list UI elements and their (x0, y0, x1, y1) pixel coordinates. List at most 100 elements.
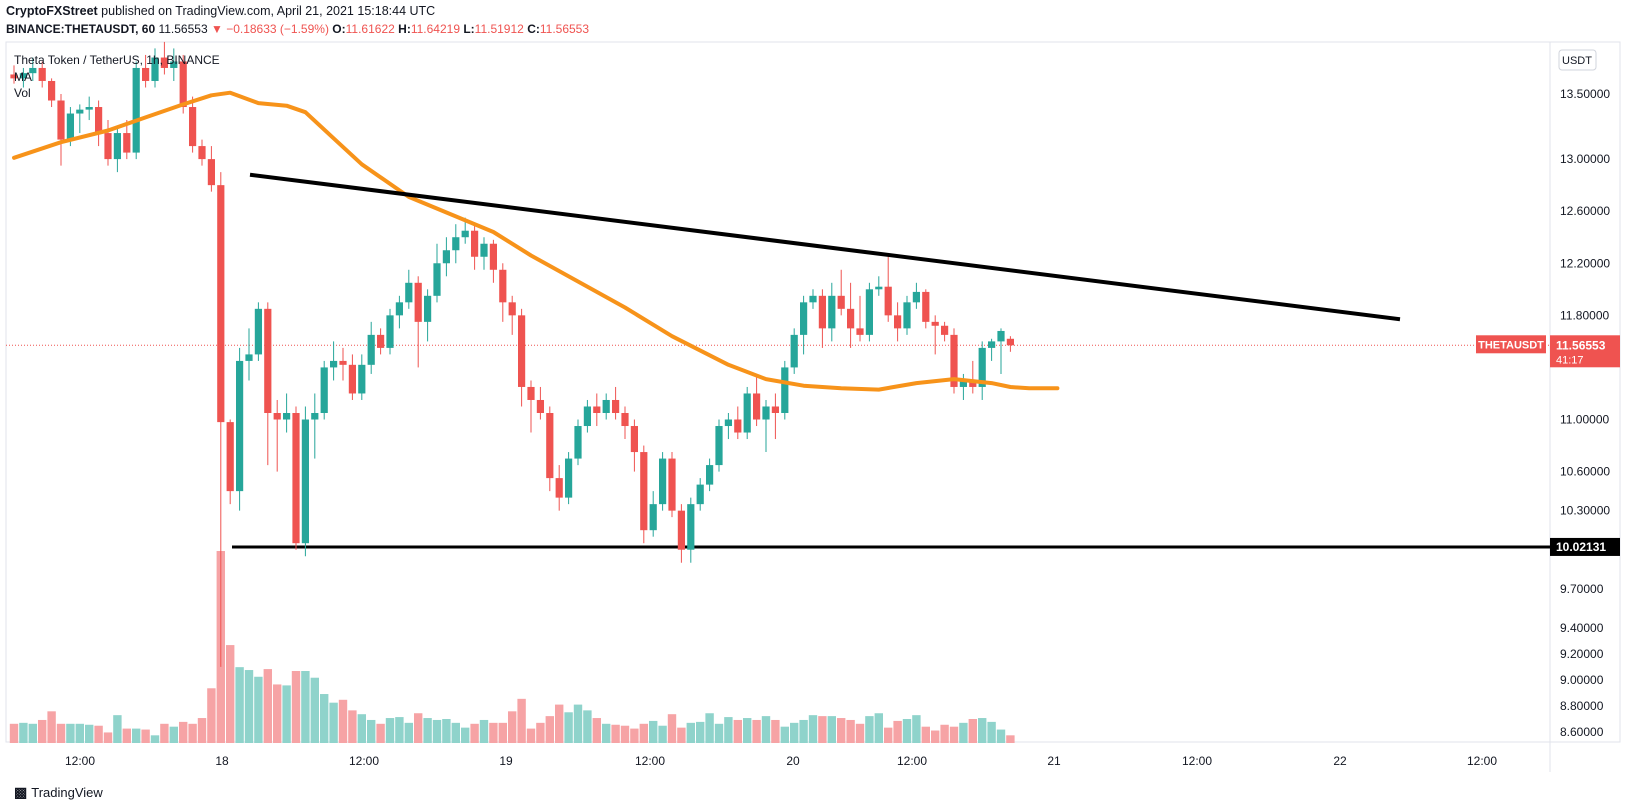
volume-bar (714, 723, 724, 743)
candle-body (612, 399, 620, 413)
candle-body (640, 452, 648, 531)
candle-body (198, 146, 206, 160)
volume-bar (169, 726, 178, 743)
volume-bar (686, 722, 695, 743)
volume-bar (141, 729, 150, 743)
candle-body (95, 107, 103, 134)
candle-body (189, 107, 197, 147)
candle-body (668, 458, 676, 511)
candle-body (217, 185, 225, 423)
candle-body (207, 159, 215, 186)
candle-body (837, 295, 845, 309)
candle-body (442, 250, 450, 264)
candle-body (461, 230, 469, 238)
candle-body (499, 269, 507, 303)
volume-bar (376, 723, 385, 743)
candle-body (1006, 338, 1014, 346)
volume-bar (75, 723, 84, 743)
time-tick-label: 22 (1333, 754, 1347, 768)
candle-body (48, 80, 56, 101)
candle-body (489, 243, 497, 270)
moving-average-line (12, 90, 1060, 392)
legend-vol[interactable]: Vol (14, 86, 31, 100)
ohlc-line: BINANCE:THETAUSDT, 60 11.56553 ▼ −0.1863… (6, 22, 589, 36)
volume-bar (160, 723, 169, 743)
legend-title[interactable]: Theta Token / TetherUS, 1h, BINANCE (14, 53, 220, 67)
volume-bar (602, 723, 611, 743)
volume-bar (395, 717, 404, 743)
volume-bar (902, 719, 912, 743)
volume-bar (874, 713, 883, 743)
volume-bar (188, 723, 197, 743)
time-tick-label: 12:00 (897, 754, 927, 768)
volume-bar (103, 732, 113, 743)
volume-bar (808, 715, 818, 743)
footer-brand[interactable]: ▩ TradingView (14, 784, 103, 801)
volume-bar (818, 716, 827, 743)
volume-bar (432, 719, 442, 743)
volume-bar (837, 718, 846, 743)
candle-body (414, 282, 422, 322)
volume-bar (827, 716, 836, 743)
time-tick-label: 21 (1047, 754, 1061, 768)
candle-body (424, 295, 432, 322)
candle-body (941, 325, 949, 335)
plot-frame (5, 41, 1621, 743)
volume-bar (414, 713, 423, 743)
price-tick-label: 12.20000 (1560, 256, 1610, 270)
candle-body (38, 67, 46, 81)
publisher-name[interactable]: CryptoFXStreet (6, 4, 98, 18)
candle-body (348, 364, 356, 394)
volume-bar (301, 671, 310, 743)
volume-bar (291, 671, 301, 743)
publisher-line: CryptoFXStreet published on TradingView.… (6, 4, 435, 18)
volume-bar (630, 728, 639, 743)
candle-body (452, 237, 460, 251)
candle-body (142, 67, 150, 81)
symbol-line: BINANCE:THETAUSDT, 60 (6, 22, 156, 36)
candle-body (800, 302, 808, 335)
volume-bar (949, 726, 959, 743)
volume-bar (865, 716, 874, 743)
volume-bar (461, 727, 470, 743)
candle-body (649, 504, 657, 531)
volume-bar (498, 722, 507, 743)
candle-body (330, 360, 338, 368)
volume-bar (85, 724, 94, 743)
volume-bar (968, 719, 977, 743)
volume-bar (517, 698, 526, 743)
candle-body (894, 315, 902, 329)
candle-body (931, 321, 939, 326)
candle-body (226, 422, 234, 492)
volume-bar (564, 712, 573, 743)
volume-bar (780, 726, 789, 743)
volume-bar (931, 730, 940, 743)
price-tick-label: 10.60000 (1560, 465, 1610, 479)
candle-body (978, 347, 986, 387)
low-label: L: (463, 22, 475, 36)
last-value: 11.56553 (158, 22, 208, 36)
candle-body (997, 330, 1005, 342)
volume-bar (263, 669, 272, 743)
legend-ma[interactable]: MA (14, 69, 32, 84)
candle-body (903, 302, 911, 329)
candle-body (847, 308, 855, 329)
candle-body (179, 61, 187, 108)
last-price-tag (1550, 335, 1620, 368)
volume-bar (329, 702, 338, 743)
candle-body (508, 302, 516, 316)
candle-body (123, 133, 131, 153)
candle-body (546, 413, 554, 479)
footer-brand-label: TradingView (31, 785, 103, 800)
candle-body (104, 133, 112, 160)
volume-bar (978, 718, 987, 743)
candle-body (706, 465, 714, 485)
volume-bar (649, 720, 658, 743)
volume-bar (310, 677, 319, 743)
candle-body (10, 74, 18, 79)
volume-bar (19, 722, 28, 743)
symbol-tag (1476, 335, 1546, 354)
candle-body (555, 478, 563, 498)
candle-body (339, 360, 347, 365)
